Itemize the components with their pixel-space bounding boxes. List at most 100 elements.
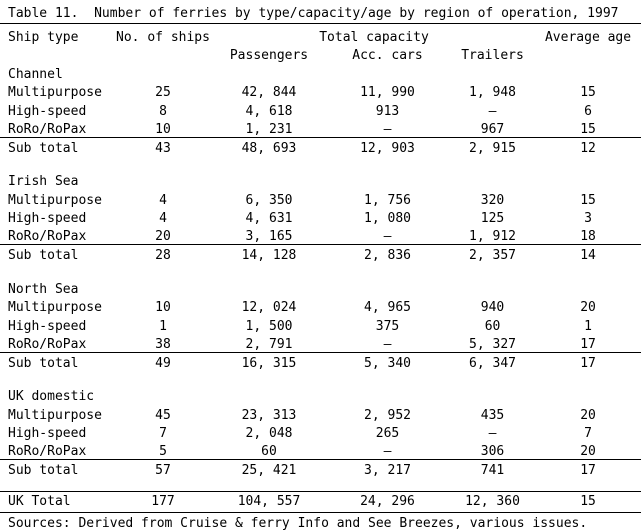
- region-cell: Channel: [0, 63, 641, 82]
- cell-acc-cars: 265: [375, 426, 400, 441]
- cell-acc-cars: 3, 217: [364, 463, 411, 478]
- cell-ships: 10: [155, 300, 171, 315]
- cell-acc-cars: 12, 903: [360, 140, 415, 156]
- col-header-ship-type: Ship type: [8, 30, 79, 45]
- cell-acc-cars: 24, 296: [325, 491, 450, 513]
- source-note: Sources: Derived from Cruise & ferry Inf…: [8, 515, 588, 530]
- cell-passengers: 2, 048: [245, 426, 293, 441]
- cell-passengers: 42, 844: [241, 85, 297, 100]
- cell-ship-type: Multipurpose: [8, 300, 102, 315]
- cell-ships: 5: [113, 441, 213, 460]
- cell-age: 14: [580, 248, 596, 263]
- header-row-2: Passengers Acc. cars Trailers: [0, 45, 641, 63]
- cell-age: 6: [584, 103, 592, 119]
- cell-acc-cars: 5, 340: [364, 355, 411, 371]
- cell-ship-type: High-speed: [8, 211, 87, 226]
- ferries-table: Ship type No. of ships Total capacity Av…: [0, 24, 641, 513]
- cell-trailers: 60: [484, 318, 501, 334]
- subtotal-row: Sub total 43 48, 693 12, 903 2, 915 12: [0, 137, 641, 156]
- empty-cell: [0, 45, 113, 63]
- region-cell: Irish Sea: [0, 171, 641, 189]
- section-header-channel: Channel: [0, 63, 641, 82]
- cell-ships: 57: [155, 463, 171, 478]
- cell-acc-cars: –: [325, 441, 450, 460]
- cell-ship-type: Sub total: [8, 463, 79, 478]
- cell-acc-cars: 1, 080: [364, 211, 411, 226]
- table-row: Multipurpose 45 23, 313 2, 952 435 20: [0, 404, 641, 423]
- cell-passengers: 23, 313: [241, 407, 297, 423]
- empty-cell: [535, 45, 641, 63]
- cell-passengers: 48, 693: [241, 140, 297, 156]
- cell-ship-type: Multipurpose: [8, 407, 102, 423]
- cell-passengers: 4, 631: [245, 211, 293, 226]
- cell-ships: 1: [159, 318, 167, 334]
- cell-age: 7: [584, 426, 592, 441]
- cell-acc-cars: 4, 965: [364, 300, 411, 315]
- cell-acc-cars: 375: [375, 318, 400, 334]
- cell-ships: 177: [113, 491, 213, 513]
- cell-passengers: 1, 231: [213, 118, 325, 138]
- cell-ship-type: Multipurpose: [8, 85, 102, 100]
- cell-ship-type: High-speed: [8, 318, 87, 334]
- region-cell: North Sea: [0, 278, 641, 297]
- cell-age: 15: [580, 192, 596, 208]
- section-header-uk-domestic: UK domestic: [0, 386, 641, 404]
- cell-age: 20: [580, 407, 596, 423]
- cell-acc-cars: 1, 756: [364, 192, 411, 208]
- cell-acc-cars: 913: [375, 103, 400, 119]
- section-spacer: [0, 156, 641, 171]
- col-header-average-age: Average age: [544, 30, 632, 45]
- section-spacer: [0, 371, 641, 386]
- total-capacity-label: Total capacity: [319, 30, 429, 45]
- section-header-irish-sea: Irish Sea: [0, 171, 641, 189]
- cell-passengers: 14, 128: [241, 248, 297, 263]
- col-header-trailers: Trailers: [461, 48, 524, 63]
- cell-ship-type: RoRo/RoPax: [0, 333, 113, 353]
- table-row: RoRo/RoPax 5 60 – 306 20: [0, 441, 641, 460]
- cell-acc-cars: –: [325, 118, 450, 138]
- cell-ships: 8: [159, 103, 167, 119]
- cell-age: 15: [535, 491, 641, 513]
- cell-acc-cars: –: [325, 333, 450, 353]
- cell-passengers: 1, 500: [245, 318, 293, 334]
- cell-ships: 38: [113, 333, 213, 353]
- cell-age: 17: [580, 463, 596, 478]
- cell-trailers: 12, 360: [450, 491, 536, 513]
- cell-ships: 43: [155, 140, 171, 156]
- cell-trailers: 6, 347: [469, 355, 516, 371]
- cell-ships: 28: [155, 248, 171, 263]
- cell-ship-type: Sub total: [8, 140, 79, 156]
- table-row: RoRo/RoPax 20 3, 165 – 1, 912 18: [0, 226, 641, 245]
- cell-passengers: 12, 024: [241, 300, 297, 315]
- table-row: High-speed 7 2, 048 265 – 7: [0, 423, 641, 441]
- region-label: Irish Sea: [8, 174, 79, 189]
- region-label: UK domestic: [8, 389, 95, 404]
- col-header-no-of-ships: No. of ships: [116, 30, 210, 45]
- table-row: High-speed 1 1, 500 375 60 1: [0, 315, 641, 334]
- cell-age: 12: [580, 140, 596, 156]
- cell-age: 20: [580, 300, 596, 315]
- cell-ships: 20: [113, 226, 213, 245]
- section-header-north-sea: North Sea: [0, 278, 641, 297]
- table-row: Multipurpose 10 12, 024 4, 965 940 20: [0, 297, 641, 315]
- region-label: North Sea: [8, 281, 79, 297]
- subtotal-row: Sub total 49 16, 315 5, 340 6, 347 17: [0, 352, 641, 371]
- cell-age: 18: [535, 226, 641, 245]
- table-row: RoRo/RoPax 10 1, 231 – 967 15: [0, 118, 641, 138]
- col-header-total-capacity: Total capacity: [213, 24, 535, 45]
- cell-trailers: 940: [480, 300, 505, 315]
- cell-ship-type: UK Total: [0, 491, 113, 513]
- cell-acc-cars: 2, 836: [364, 248, 411, 263]
- cell-passengers: 3, 165: [213, 226, 325, 245]
- cell-trailers: –: [488, 426, 497, 441]
- table-row: RoRo/RoPax 38 2, 791 – 5, 327 17: [0, 333, 641, 353]
- table-title: Table 11. Number of ferries by type/capa…: [0, 0, 641, 24]
- cell-age: 3: [584, 211, 592, 226]
- subtotal-row: Sub total 28 14, 128 2, 836 2, 357 14: [0, 245, 641, 263]
- cell-age: 15: [580, 85, 596, 100]
- cell-ship-type: Sub total: [8, 355, 79, 371]
- region-cell: UK domestic: [0, 386, 641, 404]
- table-row: High-speed 8 4, 618 913 – 6: [0, 100, 641, 119]
- cell-acc-cars: 2, 952: [364, 407, 411, 423]
